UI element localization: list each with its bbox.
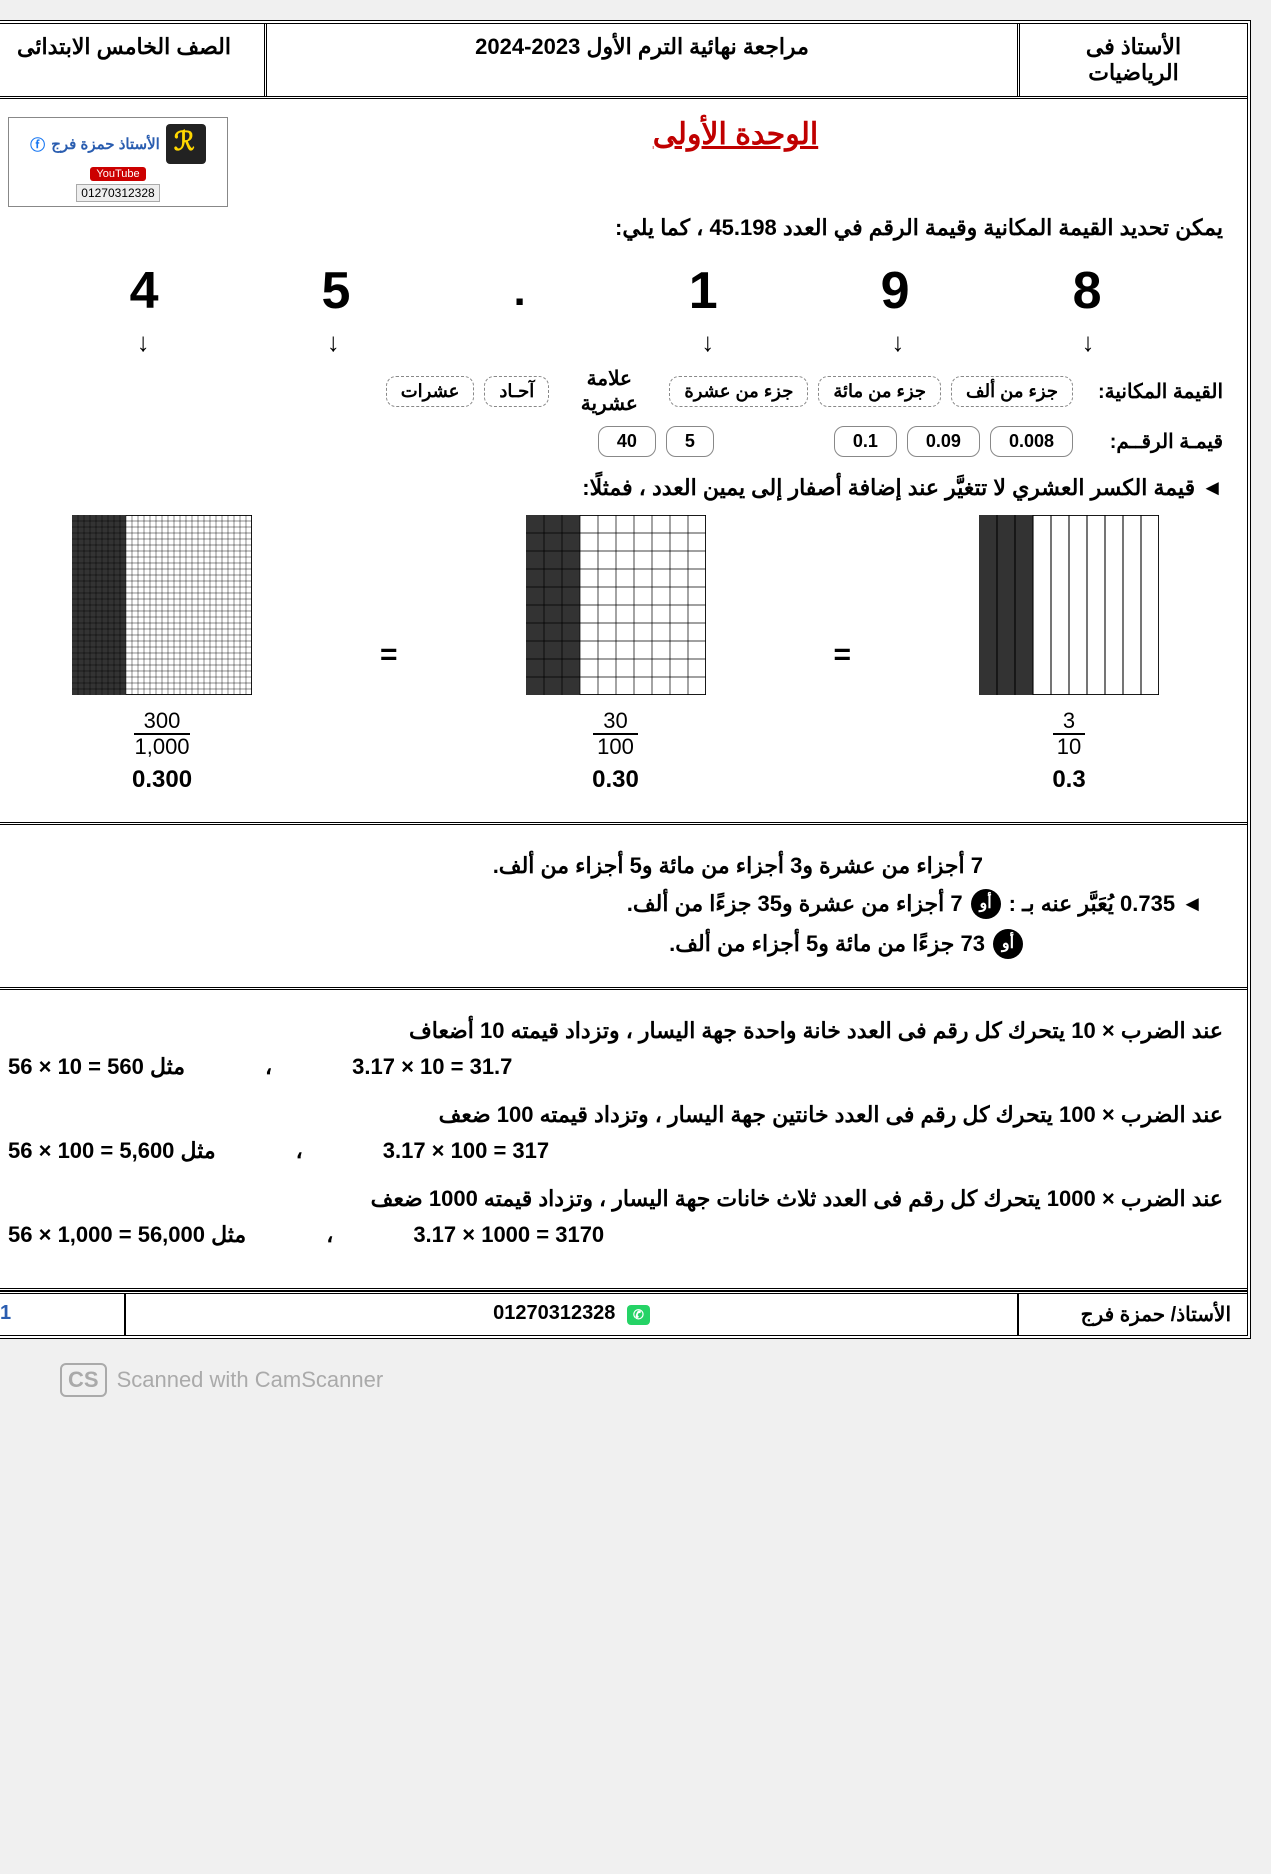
digit-value-row: قيمـة الرقــم: 0.008 0.09 0.1 5 40 [8, 426, 1223, 457]
grid-300-1000-svg [72, 515, 252, 695]
dec-030: 0.30 [526, 766, 706, 794]
equals-2: = [380, 638, 398, 672]
section-unit1: الوحدة الأولى ⓕ الأستاذ حمزة فرج YouTube… [0, 99, 1247, 825]
digit-9: 9 [881, 261, 910, 321]
expr-opt2: 7 أجزاء من عشرة و35 جزءًا من ألف. [627, 891, 963, 917]
arrow-down-icon: ↓ [1081, 327, 1094, 358]
sep2: ، [296, 1138, 303, 1164]
footer-page: 1 [0, 1294, 124, 1335]
decimal-point: . [513, 266, 525, 316]
grid-3-10: 310 0.3 [979, 515, 1159, 794]
digit-4: 4 [130, 261, 159, 321]
arrow-down-icon: ↓ [327, 327, 340, 358]
youtube-badge: YouTube [90, 167, 145, 181]
digits-row: 8 9 1 . 5 4 [8, 261, 1223, 321]
header: الأستاذ فى الرياضيات مراجعة نهائية الترم… [0, 24, 1247, 99]
teacher-tag-box: ⓕ الأستاذ حمزة فرج YouTube 01270312328 [8, 117, 228, 207]
examples-x100: مثل 5,600 = 100 × 56 ، 3.17 × 100 = 317 [8, 1138, 1183, 1164]
pv-label: القيمة المكانية: [1083, 379, 1223, 404]
grid-30-100-svg [526, 515, 706, 695]
place-value-row: القيمة المكانية: جزء من ألف جزء من مائة … [8, 366, 1223, 416]
frac-30-100: 30100 [526, 708, 706, 760]
ex2b: 3.17 × 100 = 317 [383, 1138, 549, 1164]
examples-x10: مثل 560 = 10 × 56 ، 3.17 × 10 = 31.7 [8, 1054, 1183, 1080]
digit-5: 5 [322, 261, 351, 321]
arrow-down-icon: ↓ [137, 327, 150, 358]
whatsapp-icon: ✆ [627, 1305, 650, 1325]
equals-1: = [834, 638, 852, 672]
rule-x100: عند الضرب × 100 يتحرك كل رقم فى العدد خا… [8, 1102, 1223, 1128]
grid-30-100: 30100 0.30 [526, 515, 706, 794]
arrow-down-icon: ↓ [891, 327, 904, 358]
dec-03: 0.3 [979, 766, 1159, 794]
intro-text: يمكن تحديد القيمة المكانية وقيمة الرقم ف… [8, 215, 1223, 241]
examples-x1000: مثل 56,000 = 1,000 × 56 ، 3.17 × 1000 = … [8, 1222, 1183, 1248]
grid-300-1000: 3001,000 0.300 [72, 515, 252, 794]
dec-0300: 0.300 [72, 766, 252, 794]
section-expressed-as: 7 أجزاء من عشرة و3 أجزاء من مائة و5 أجزا… [0, 825, 1247, 990]
ex3b: 3.17 × 1000 = 3170 [413, 1222, 604, 1248]
or-badge-1: أو [971, 889, 1001, 919]
pv-tenth: جزء من عشرة [669, 376, 808, 407]
footer-teacher: الأستاذ/ حمزة فرج [1017, 1294, 1247, 1335]
dv-0008: 0.008 [990, 426, 1073, 457]
logo-icon [166, 124, 206, 164]
pv-tens: عشرات [386, 376, 475, 407]
dv-009: 0.09 [907, 426, 980, 457]
header-subject: الأستاذ فى الرياضيات [1017, 24, 1247, 96]
digit-1: 1 [689, 261, 718, 321]
or-badge-2: أو [993, 929, 1023, 959]
sep3: ، [326, 1222, 333, 1248]
arrows-row: ↓ ↓ ↓ ↓ ↓ [8, 327, 1223, 358]
bullet-trailing-zeros: قيمة الكسر العشري لا تتغيَّر عند إضافة أ… [8, 475, 1223, 501]
header-title: مراجعة نهائية الترم الأول 2023-2024 [264, 24, 1017, 96]
pv-ones: آحـاد [484, 376, 549, 407]
rule-x10: عند الضرب × 10 يتحرك كل رقم فى العدد خان… [8, 1018, 1223, 1044]
pv-decimal: علامة عشرية [559, 366, 659, 416]
scanned-text: Scanned with CamScanner [117, 1367, 384, 1393]
frac-300-1000: 3001,000 [72, 708, 252, 760]
grid-3-10-svg [979, 515, 1159, 695]
digit-8: 8 [1073, 261, 1102, 321]
dv-label: قيمـة الرقــم: [1083, 429, 1223, 454]
section-mult-rules: عند الضرب × 10 يتحرك كل رقم فى العدد خان… [0, 990, 1247, 1291]
unit-title: الوحدة الأولى [248, 117, 1223, 152]
pv-thousandth: جزء من ألف [951, 376, 1073, 407]
ex2a: مثل 5,600 = 100 × 56 [8, 1138, 216, 1164]
page: الأستاذ فى الرياضيات مراجعة نهائية الترم… [0, 20, 1251, 1339]
ex1a: مثل 560 = 10 × 56 [8, 1054, 185, 1080]
expr-opt1: 7 أجزاء من عشرة و3 أجزاء من مائة و5 أجزا… [8, 853, 983, 879]
pv-hundredth: جزء من مائة [818, 376, 941, 407]
footer: الأستاذ/ حمزة فرج ✆ 01270312328 1 [0, 1291, 1247, 1335]
phone-box: 01270312328 [76, 184, 159, 202]
camscanner-watermark: CS Scanned with CamScanner [60, 1363, 1251, 1397]
sep1: ، [265, 1054, 272, 1080]
arrow-spacer [517, 327, 524, 358]
arrow-down-icon: ↓ [701, 327, 714, 358]
dv-spacer [724, 430, 824, 453]
dv-40: 40 [598, 426, 656, 457]
dv-01: 0.1 [834, 426, 897, 457]
teacher-name: الأستاذ حمزة فرج [51, 135, 160, 153]
grids-row: 310 0.3 = 30100 0.30 = 300 [8, 515, 1223, 794]
ex3a: مثل 56,000 = 1,000 × 56 [8, 1222, 246, 1248]
expr-lead: ◄ 0.735 يُعَبَّر عنه بـ : [1009, 891, 1203, 917]
rule-x1000: عند الضرب × 1000 يتحرك كل رقم فى العدد ث… [8, 1186, 1223, 1212]
fb-icon: ⓕ [30, 134, 45, 155]
header-grade: الصف الخامس الابتدائى [0, 24, 264, 96]
expr-opt3: 73 جزءًا من مائة و5 أجزاء من ألف. [669, 931, 985, 957]
footer-phone: ✆ 01270312328 [124, 1294, 1017, 1335]
frac-3-10: 310 [979, 708, 1159, 760]
dv-5: 5 [666, 426, 714, 457]
ex1b: 3.17 × 10 = 31.7 [352, 1054, 512, 1080]
cs-badge: CS [60, 1363, 107, 1397]
